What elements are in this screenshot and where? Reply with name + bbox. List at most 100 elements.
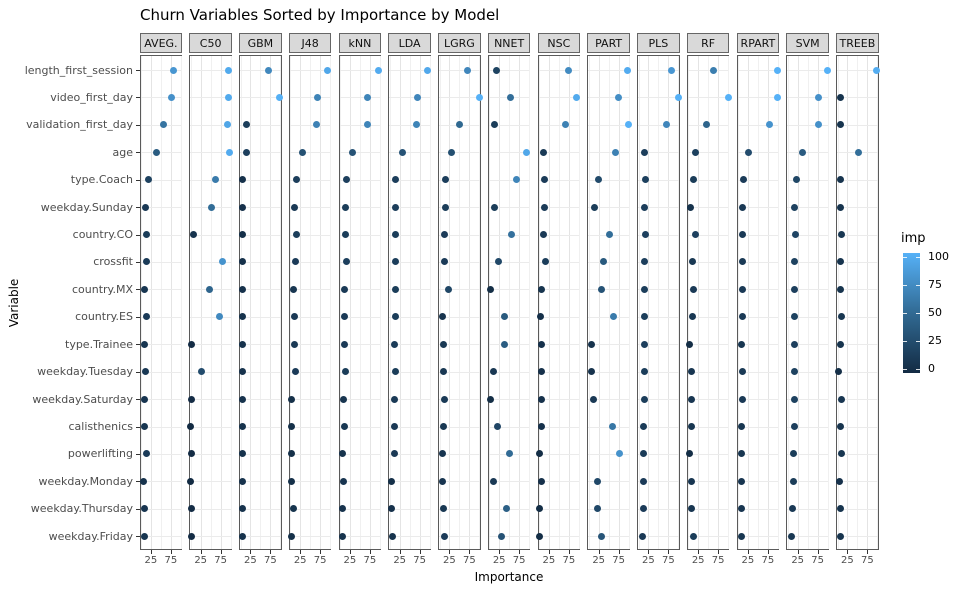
data-point [791,203,799,211]
gridline-horizontal [140,261,182,263]
data-point [342,368,350,376]
gridline-vertical [588,56,590,549]
gridline-horizontal [837,316,878,318]
gridline-horizontal [488,536,530,538]
data-point [223,121,231,129]
gridline-horizontal [289,124,331,126]
gridline-horizontal [190,124,231,126]
gridline-vertical [598,56,600,549]
data-point [141,340,149,348]
facet-strip-LDA: LDA [388,33,431,53]
gridline-horizontal [787,70,828,71]
gridline-vertical [429,56,431,549]
facet-label: RF [701,36,716,50]
data-point [141,285,149,293]
x-tick-label: 75 [562,555,576,566]
gridline-horizontal [240,399,281,400]
data-point [143,231,151,238]
data-point [688,313,696,321]
data-point [710,66,718,74]
gridline-horizontal [339,508,381,510]
gridline-horizontal [439,316,480,318]
gridline-horizontal [190,316,231,318]
data-point [441,532,449,540]
legend-tick-label: 75 [928,278,942,291]
gridline-vertical [409,56,411,549]
data-point [339,477,347,485]
gridline-horizontal [687,344,729,346]
facet-label: GBM [247,36,274,50]
data-point [141,423,149,430]
gridline-horizontal [439,234,480,236]
data-point [738,203,746,211]
x-axis-tick [548,550,550,554]
plot-title: Churn Variables Sorted by Importance by … [140,6,500,24]
data-point [291,313,299,321]
data-point [440,505,447,513]
gridline-horizontal [787,124,828,126]
x-axis-tick [150,550,152,554]
gridline-horizontal [140,453,182,455]
data-point [211,176,219,184]
data-point [836,423,844,430]
gridline-horizontal [240,426,281,428]
data-point [225,66,233,74]
x-axis-tick [817,550,819,554]
facet-strip-RPART: RPART [736,33,780,53]
x-axis-tick [747,550,749,554]
gridline-horizontal [638,399,679,400]
facet-label: LGRG [443,36,475,50]
data-point [187,340,195,348]
data-point [491,121,499,129]
gridline-vertical [509,56,511,549]
y-tick-label: crossfit [93,255,133,269]
gridline-horizontal [140,344,182,346]
gridline-horizontal [339,344,381,346]
data-point [207,203,215,211]
gridline-horizontal [289,70,331,71]
gridline-horizontal [588,124,629,126]
data-point [390,450,398,458]
data-point [414,93,422,101]
gridline-horizontal [837,261,878,263]
gridline-vertical [548,56,550,549]
gridline-horizontal [240,508,281,510]
x-tick-label: 25 [293,555,307,566]
gridline-vertical [250,56,252,549]
gridline-horizontal [389,344,430,346]
facet-panel-PLS [637,55,680,550]
gridline-horizontal [389,536,430,538]
data-point [493,66,501,74]
data-point [439,450,447,458]
data-point [538,285,546,293]
gridline-horizontal [339,426,381,428]
gridline-vertical [280,56,282,549]
y-tick-label: weekday.Sunday [40,200,133,214]
gridline-vertical [419,56,421,549]
data-point [737,505,745,513]
data-point [540,176,548,184]
data-point [674,93,682,101]
x-axis-tick [618,550,620,554]
data-point [641,285,648,293]
data-point [423,66,431,74]
gridline-vertical [767,56,769,549]
gridline-horizontal [240,234,281,236]
data-point [738,532,746,540]
gridline-horizontal [439,371,480,373]
gridline-horizontal [339,207,381,209]
gridline-horizontal [190,97,231,99]
gridline-horizontal [439,426,480,428]
data-point [444,285,452,293]
legend-colorbar-tick [916,369,920,370]
data-point [239,340,247,348]
gridline-horizontal [687,316,729,318]
data-point [225,93,233,101]
gridline-horizontal [588,316,629,318]
gridline-vertical [310,56,312,549]
legend-colorbar-tick [903,285,907,286]
gridline-horizontal [837,234,878,236]
gridline-horizontal [737,508,779,510]
data-point [641,340,649,348]
data-point [390,423,398,430]
